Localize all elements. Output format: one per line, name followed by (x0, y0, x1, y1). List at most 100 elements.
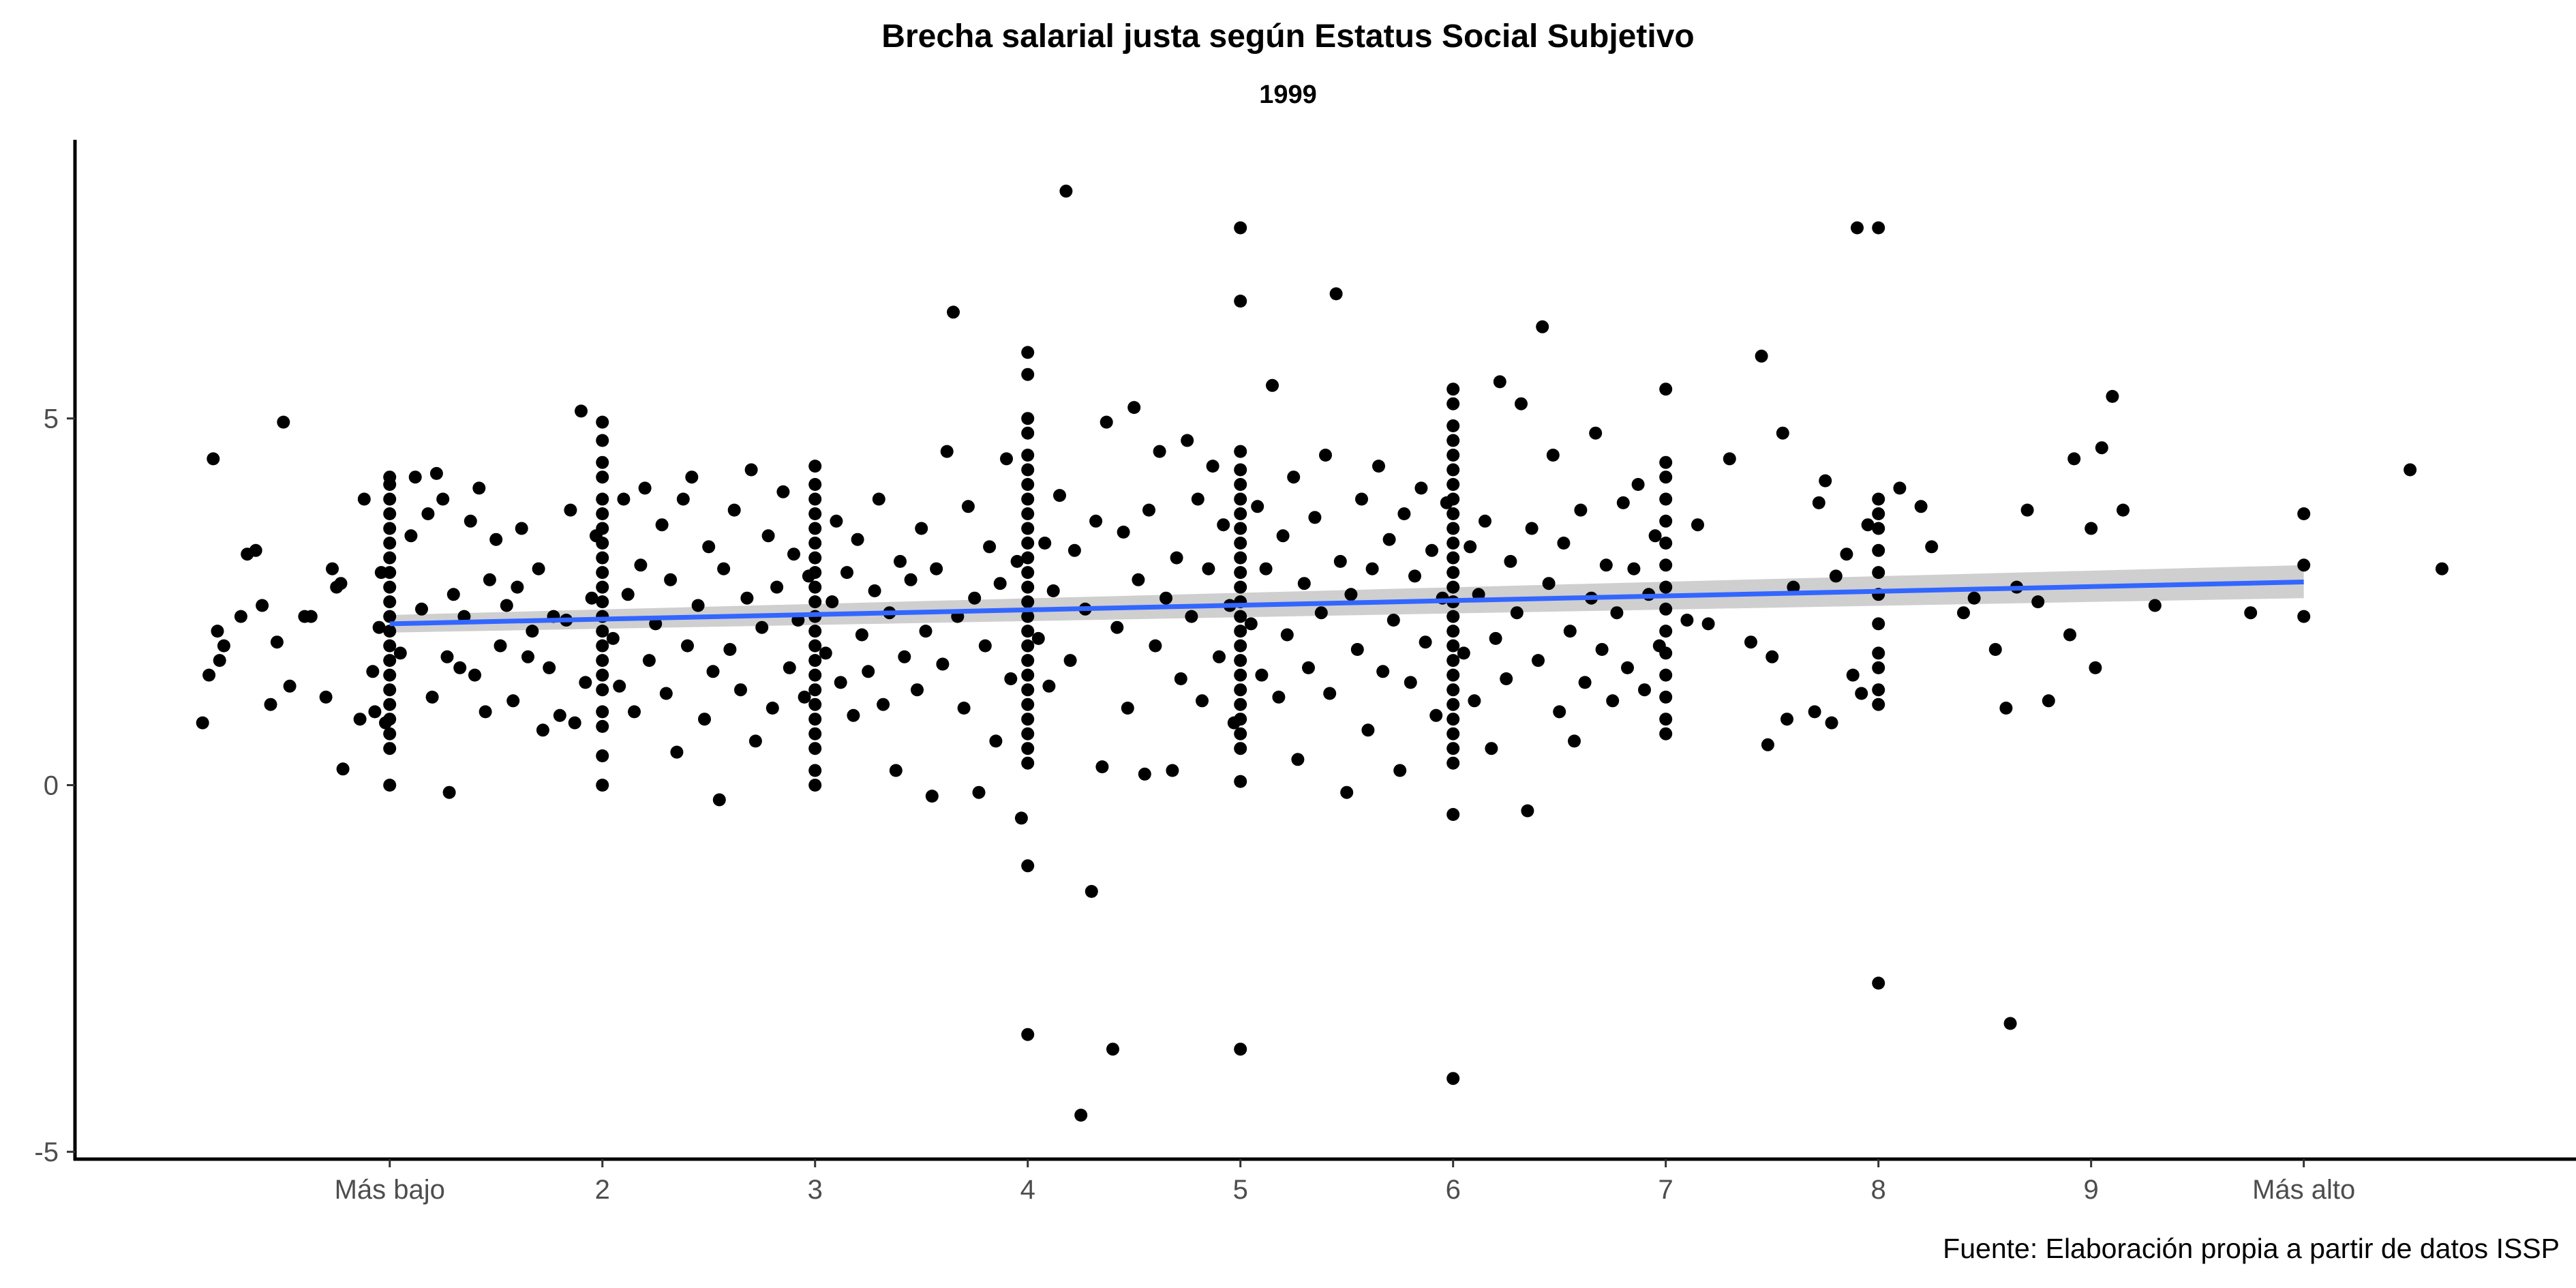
data-point (1648, 529, 1662, 543)
data-point (1446, 683, 1460, 697)
data-point (464, 514, 477, 528)
data-point (1191, 492, 1204, 506)
data-point (681, 639, 694, 653)
data-point (1659, 625, 1673, 638)
data-point (1872, 543, 1885, 557)
data-point (1595, 643, 1609, 656)
data-point (889, 764, 903, 777)
data-point (766, 702, 779, 715)
data-point (649, 617, 663, 631)
data-point (564, 503, 577, 517)
data-point (1659, 537, 1673, 550)
data-point (1100, 415, 1113, 429)
data-point (304, 610, 318, 623)
data-point (2244, 606, 2258, 620)
data-point (1021, 580, 1035, 594)
data-point (579, 676, 592, 689)
data-point (1872, 566, 1885, 580)
data-point (830, 514, 843, 528)
data-point (283, 679, 297, 693)
data-point (940, 445, 954, 458)
data-point (1291, 753, 1305, 766)
data-point (1021, 610, 1035, 623)
data-point (2042, 694, 2055, 708)
x-tick-label: 7 (1658, 1175, 1673, 1205)
data-point (783, 661, 796, 674)
data-point (511, 580, 524, 594)
data-point (1174, 672, 1187, 685)
data-point (1680, 614, 1694, 627)
data-point (1446, 478, 1460, 491)
data-point (978, 639, 992, 653)
data-point (1500, 672, 1513, 685)
x-tick-label: 3 (808, 1175, 823, 1205)
data-point (911, 683, 924, 697)
data-point (1485, 742, 1498, 755)
x-tick-label: 9 (2084, 1175, 2099, 1205)
data-point (415, 602, 428, 616)
data-point (808, 551, 822, 565)
data-point (1446, 756, 1460, 770)
data-point (1021, 463, 1035, 477)
data-point (1287, 470, 1301, 484)
data-point (1251, 500, 1264, 513)
data-point (2067, 452, 2081, 466)
data-point (744, 463, 758, 477)
data-point (1021, 595, 1035, 609)
data-point (368, 705, 382, 719)
data-point (1382, 533, 1396, 546)
data-point (898, 650, 911, 663)
data-point (1589, 426, 1603, 440)
data-point (2297, 507, 2311, 520)
data-point (1468, 694, 1481, 708)
data-point (383, 595, 397, 609)
data-point (851, 533, 864, 546)
data-point (717, 562, 731, 575)
data-point (383, 698, 397, 711)
data-point (993, 577, 1007, 590)
data-point (606, 631, 620, 645)
x-tick-label: 5 (1233, 1175, 1248, 1205)
data-point (1914, 500, 1928, 513)
data-point (1149, 639, 1162, 653)
data-point (1457, 646, 1470, 660)
data-point (770, 580, 784, 594)
data-point (1872, 683, 1885, 697)
data-point (1925, 540, 1939, 554)
data-point (596, 779, 609, 792)
data-point (1489, 631, 1502, 645)
data-point (834, 676, 847, 689)
data-point (1021, 698, 1035, 711)
data-point (808, 698, 822, 711)
data-point (353, 713, 367, 726)
data-point (1446, 698, 1460, 711)
data-point (613, 679, 626, 693)
data-point (1659, 713, 1673, 726)
data-point (425, 690, 439, 704)
x-tick-label: Más alto (2252, 1175, 2355, 1205)
data-point (383, 507, 397, 520)
data-point (1021, 346, 1035, 359)
data-point (1446, 463, 1460, 477)
data-point (1988, 643, 2002, 656)
data-point (1021, 713, 1035, 726)
data-point (1610, 606, 1624, 620)
data-point (1574, 503, 1588, 517)
data-point (1819, 474, 1832, 488)
data-point (1446, 397, 1460, 410)
data-point (383, 470, 397, 484)
data-point (947, 305, 960, 319)
data-point (968, 591, 982, 605)
data-point (1031, 631, 1045, 645)
data-point (1297, 577, 1311, 590)
data-point (1829, 569, 1843, 583)
data-point (1872, 661, 1885, 674)
data-point (1652, 639, 1666, 653)
data-point (930, 562, 943, 575)
data-point (1872, 976, 1885, 990)
data-point (1266, 378, 1279, 392)
data-point (957, 702, 971, 715)
data-point (483, 573, 496, 586)
data-point (1038, 537, 1052, 550)
data-point (1021, 668, 1035, 682)
